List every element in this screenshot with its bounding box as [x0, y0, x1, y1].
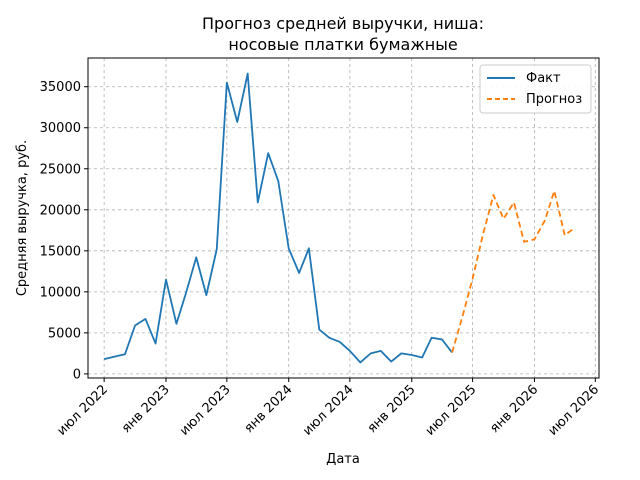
x-tick-label: янв 2024 [242, 382, 296, 436]
y-tick-label: 20000 [40, 203, 81, 218]
y-axis: 0 5000 10000 15000 20000 25000 30000 35000 [40, 80, 88, 382]
x-tick-label: июл 2026 [546, 382, 603, 439]
chart-title-line-2: носовые платки бумажные [228, 35, 457, 54]
legend: Факт Прогноз [479, 64, 592, 114]
y-tick-label: 15000 [40, 244, 81, 259]
series-line-forecast [451, 190, 576, 353]
chart-title: Прогноз средней выручки, ниша: носовые п… [202, 14, 484, 54]
y-tick-label: 30000 [40, 121, 81, 136]
series-line-fact [103, 72, 453, 364]
x-axis-label: Дата [326, 452, 360, 467]
x-tick-label: янв 2026 [487, 382, 541, 436]
chart-title-line-1: Прогноз средней выручки, ниша: [202, 14, 484, 33]
x-tick-label: июл 2023 [177, 382, 234, 439]
y-tick-label: 5000 [48, 326, 81, 341]
x-tick-label: июл 2025 [423, 382, 480, 439]
plot-area-frame [87, 57, 600, 379]
y-tick-label: 0 [73, 367, 81, 382]
x-axis: июл 2022 янв 2023 июл 2023 янв 2024 июл 2024… [54, 378, 602, 439]
grid-layer [88, 58, 599, 378]
y-axis-label: Средняя выручка, руб. [15, 140, 30, 296]
x-tick-label: июл 2022 [54, 382, 111, 439]
x-tick-label: июл 2024 [300, 382, 357, 439]
y-tick-label: 10000 [40, 285, 81, 300]
legend-label-forecast: Прогноз [526, 92, 582, 107]
series-layer [103, 72, 576, 364]
y-tick-label: 35000 [40, 80, 81, 95]
y-tick-label: 25000 [40, 162, 81, 177]
x-tick-label: янв 2023 [119, 382, 173, 436]
legend-label-fact: Факт [526, 71, 561, 86]
x-tick-label: янв 2025 [365, 382, 419, 436]
